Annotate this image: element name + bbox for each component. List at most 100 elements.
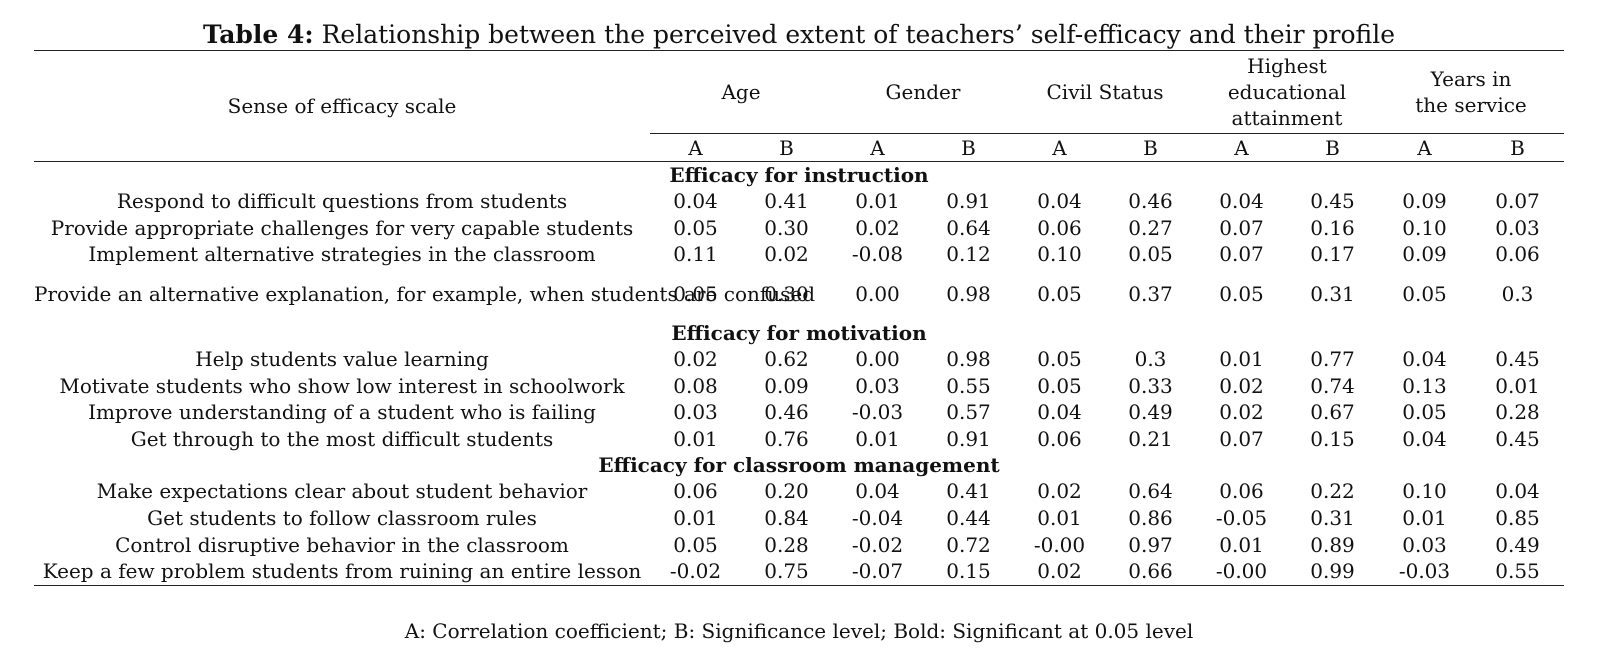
table-row: Respond to difficult questions from stud… (34, 188, 1564, 215)
table-cell: 0.91 (946, 426, 991, 451)
table-row: Motivate students who show low interest … (34, 372, 1564, 399)
table-cell: 0.45 (1495, 347, 1540, 372)
table-row: Get students to follow classroom rules 0.… (34, 505, 1564, 532)
table-cell: 0.64 (1128, 479, 1173, 504)
header-scale: Sense of efficacy scale (34, 50, 650, 162)
table-cell: 0.00 (855, 281, 900, 306)
table-cell: 0.04 (855, 479, 900, 504)
table-cell: 0.06 (673, 479, 718, 504)
table-cell: 0.66 (1105, 557, 1196, 586)
subheader-b: B (741, 133, 832, 162)
table-row: Help students value learning 0.02 0.62 0.00… (34, 346, 1564, 373)
table-row: Implement alternative strategies in the … (34, 241, 1564, 268)
table-cell: 0.21 (1128, 426, 1173, 451)
caption-text: Relationship between the perceived exten… (321, 20, 1395, 49)
table-cell: 0.86 (1128, 506, 1173, 531)
row-label: Get students to follow classroom rules (147, 506, 537, 531)
table-row: Keep a few problem students from ruining… (34, 557, 1565, 586)
table-cell: 0.76 (764, 426, 809, 451)
table-cell: 0.05 (1037, 373, 1082, 398)
table-cell: -0.05 (1215, 506, 1268, 531)
table-cell: 0.03 (855, 373, 900, 398)
table-row: Get through to the most difficult studen… (34, 426, 1564, 453)
table-cell: 0.99 (1287, 557, 1378, 586)
table-cell: 0.46 (1128, 189, 1173, 214)
table-cell: 0.85 (1495, 506, 1540, 531)
table-cell: 0.06 (1219, 479, 1264, 504)
table-cell: 0.77 (1310, 347, 1355, 372)
table-cell: 0.02 (1219, 400, 1264, 425)
table-cell: 0.20 (764, 479, 809, 504)
table-cell: 0.06 (1037, 426, 1082, 451)
header-group-education: Highest educational attainment (1196, 50, 1378, 134)
table-cell: 0.45 (1495, 426, 1540, 451)
table-cell: 0.04 (1219, 189, 1264, 214)
table-cell: -0.07 (832, 557, 923, 586)
subheader-b: B (1471, 133, 1565, 162)
table-cell: 0.05 (1402, 400, 1447, 425)
table-cell: 0.07 (1219, 215, 1264, 240)
table-cell: 0.31 (1310, 281, 1355, 306)
table-cell: 0.09 (764, 373, 809, 398)
table-cell: 0.27 (1128, 215, 1173, 240)
table-cell: 0.10 (1402, 479, 1447, 504)
row-label: Make expectations clear about student be… (96, 479, 588, 504)
table-cell: 0.04 (673, 189, 718, 214)
row-label: Provide an alternative explanation, for … (34, 281, 816, 306)
subheader-b: B (923, 133, 1014, 162)
table-cell: 0.05 (673, 532, 718, 557)
table-cell: 0.67 (1310, 400, 1355, 425)
table-cell: 0.01 (1219, 347, 1264, 372)
table-cell: 0.09 (1402, 242, 1447, 267)
table-cell: 0.13 (1402, 373, 1447, 398)
table-footnote: A: Correlation coefficient; B: Significa… (404, 619, 1194, 643)
section-row: Efficacy for classroom management (34, 452, 1564, 478)
table-cell: 0.30 (764, 215, 809, 240)
table-row: Provide an alternative explanation, for … (34, 268, 1564, 320)
table-cell: 0.44 (946, 506, 991, 531)
row-label: Provide appropriate challenges for very … (50, 215, 634, 240)
table-cell: 0.49 (1128, 400, 1173, 425)
table-cell: 0.00 (855, 347, 900, 372)
table-cell: 0.3 (1501, 281, 1534, 306)
table-cell: 0.89 (1310, 532, 1355, 557)
table-cell: 0.28 (764, 532, 809, 557)
table-cell: 0.03 (673, 400, 718, 425)
table-cell: 0.05 (1037, 281, 1082, 306)
table-cell: 0.15 (923, 557, 1014, 586)
table-cell: 0.04 (1402, 347, 1447, 372)
table-cell: 0.02 (1219, 373, 1264, 398)
row-label: Motivate students who show low interest … (59, 373, 625, 398)
table-cell: 0.33 (1128, 373, 1173, 398)
table-cell: 0.49 (1495, 532, 1540, 557)
row-label: Implement alternative strategies in the … (88, 242, 596, 267)
table-cell: 0.46 (764, 400, 809, 425)
row-label: Respond to difficult questions from stud… (116, 189, 568, 214)
subheader-a: A (1014, 133, 1105, 162)
table-cell: -0.04 (851, 506, 904, 531)
section-row: Efficacy for instruction (34, 162, 1564, 189)
row-label: Help students value learning (195, 347, 489, 372)
table-cell: 0.02 (764, 242, 809, 267)
table-row: Improve understanding of a student who i… (34, 399, 1564, 426)
table-cell: -0.02 (851, 532, 904, 557)
table-cell: 0.01 (1219, 532, 1264, 557)
subheader-a: A (1196, 133, 1287, 162)
table-cell: 0.22 (1310, 479, 1355, 504)
table-cell: 0.64 (946, 215, 991, 240)
table-cell: 0.15 (1310, 426, 1355, 451)
efficacy-table: Sense of efficacy scale Age Gender Civil… (34, 50, 1565, 586)
table-cell: 0.28 (1495, 400, 1540, 425)
table-cell: 0.55 (1471, 557, 1565, 586)
table-cell: 0.07 (1219, 242, 1264, 267)
table-cell: 0.10 (1402, 215, 1447, 240)
header-group-years: Years in the service (1378, 50, 1565, 134)
table-caption: Table 4: Relationship between the percei… (0, 18, 1598, 52)
header-group-gender: Gender (832, 50, 1014, 134)
table-cell: 0.05 (673, 281, 718, 306)
table-cell: 0.12 (946, 242, 991, 267)
table-cell: 0.91 (946, 189, 991, 214)
table-cell: 0.01 (1037, 506, 1082, 531)
header-group-age: Age (650, 50, 832, 134)
